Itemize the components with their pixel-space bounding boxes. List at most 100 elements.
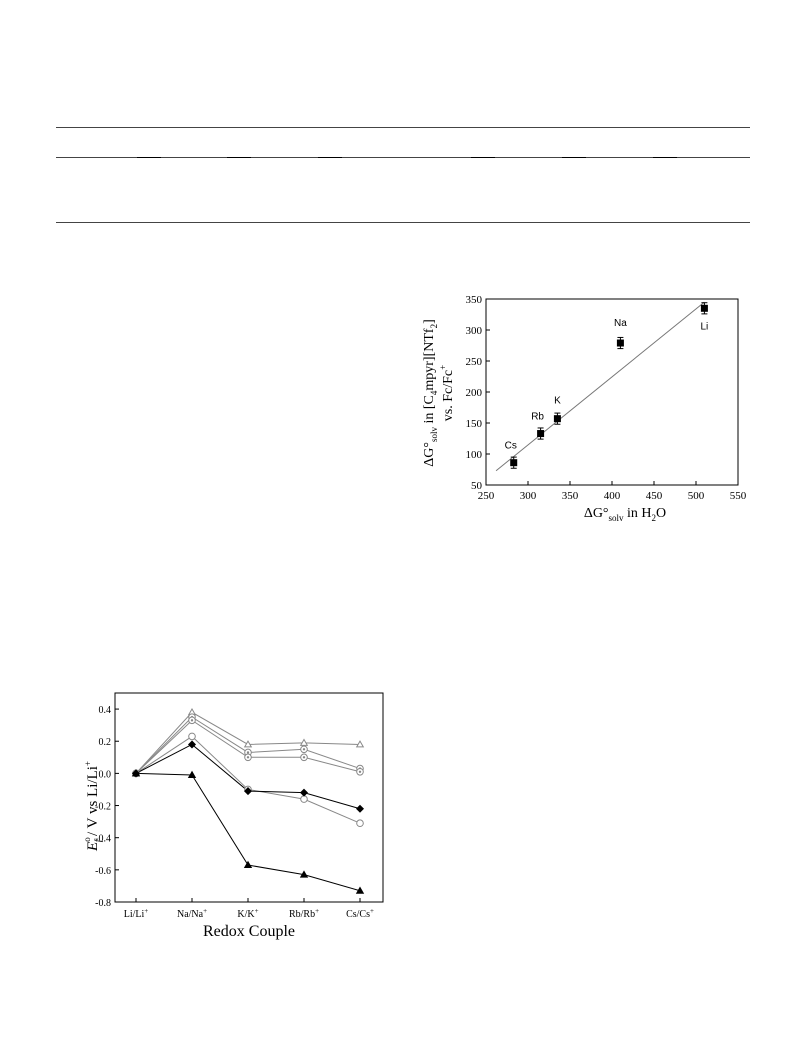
- line-series: [135, 772, 361, 892]
- line-x-axis-label: Redox Couple: [203, 923, 295, 940]
- scatter-x-tick-label: 500: [688, 490, 705, 502]
- line-marker: [299, 870, 309, 878]
- table-header-seg: [318, 157, 342, 158]
- scatter-point-label: K: [554, 396, 561, 407]
- scatter-point: [537, 430, 545, 438]
- scatter-x-tick-label: 350: [562, 490, 579, 502]
- line-series: [135, 719, 361, 774]
- scatter-point: [510, 459, 518, 467]
- line-marker-dot: [302, 748, 306, 751]
- line-y-tick-label: -0.2: [95, 802, 111, 813]
- line-marker-dot: [358, 767, 362, 770]
- line-marker: [299, 788, 309, 797]
- line-marker-dot: [190, 719, 194, 722]
- line-marker: [356, 764, 364, 773]
- line-marker: [355, 886, 365, 894]
- line-marker: [188, 713, 196, 721]
- line-marker: [131, 769, 141, 777]
- line-marker: [187, 707, 197, 716]
- line-marker: [356, 767, 364, 776]
- line-marker: [188, 716, 196, 725]
- scatter-y-axis-label-line1: ΔG°solv in [C4mpyr][NTf2]: [422, 319, 439, 467]
- line-marker: [300, 795, 308, 803]
- line-x-tick-label: K/K+: [237, 907, 258, 920]
- line-marker-dot: [302, 756, 306, 759]
- line-marker: [300, 745, 308, 754]
- line-series: [135, 716, 361, 774]
- scatter-y-tick-label: 300: [466, 325, 483, 337]
- line-y-tick-label: -0.4: [95, 834, 111, 845]
- line-marker: [244, 748, 252, 757]
- line-series: [135, 743, 361, 810]
- table-header-rule: [56, 157, 750, 158]
- table-header-seg: [227, 157, 251, 158]
- line-marker-dot: [246, 751, 250, 754]
- line-y-tick-label: 0.2: [99, 737, 112, 748]
- scatter-x-tick-label: 250: [478, 490, 495, 502]
- scatter-y-tick-label: 50: [471, 480, 483, 492]
- scatter-y-tick-label: 350: [466, 294, 483, 306]
- scatter-point-label: Na: [614, 318, 627, 329]
- line-marker: [355, 804, 365, 813]
- line-marker: [355, 740, 365, 748]
- scatter-y-tick-label: 100: [466, 449, 483, 461]
- line-marker-dot: [358, 770, 362, 773]
- line-marker: [243, 787, 253, 796]
- table-header-seg: [562, 157, 586, 158]
- table-header-seg: [653, 157, 677, 158]
- line-marker-dot: [246, 756, 250, 759]
- scatter-y-tick-label: 150: [466, 418, 483, 430]
- scatter-x-tick-label: 550: [730, 490, 747, 502]
- line-marker: [243, 740, 253, 748]
- line-marker-dot: [134, 772, 138, 775]
- scatter-point-label: Rb: [531, 412, 544, 423]
- line-y-axis-label: Eof / V vs Li/Li+: [82, 761, 103, 852]
- line-marker: [132, 769, 140, 778]
- table-header-seg: [137, 157, 161, 158]
- line-x-tick-label: Na/Na+: [177, 907, 207, 920]
- line-marker: [300, 753, 308, 762]
- line-marker: [132, 769, 140, 778]
- line-plot-frame: [114, 692, 384, 903]
- line-marker: [187, 740, 197, 749]
- scatter-x-axis-label: ΔG°solv in H2O: [584, 506, 666, 523]
- line-marker: [132, 769, 140, 778]
- line-marker: [244, 753, 252, 762]
- scatter-point-label: Cs: [505, 441, 517, 452]
- scatter-y-axis-label-line2: vs. Fc/Fc+: [438, 365, 456, 421]
- line-y-tick-label: 0.0: [99, 769, 112, 780]
- table-bottom-rule: [56, 222, 750, 223]
- line-marker: [188, 732, 196, 741]
- scatter-x-tick-label: 450: [646, 490, 663, 502]
- line-marker: [299, 738, 309, 746]
- scatter-y-tick-label: 200: [466, 387, 483, 399]
- scatter-plot-frame: [485, 298, 739, 486]
- line-y-tick-label: 0.4: [99, 705, 112, 716]
- line-y-tick-label: -0.8: [95, 898, 111, 909]
- line-x-tick-label: Li/Li+: [124, 907, 149, 920]
- line-x-tick-label: Rb/Rb+: [289, 907, 319, 920]
- line-marker: [187, 770, 197, 778]
- line-series: [135, 735, 361, 824]
- table-header-seg: [471, 157, 495, 158]
- line-marker-dot: [190, 715, 194, 719]
- line-series: [135, 711, 361, 774]
- table-top-rule: [56, 127, 750, 128]
- line-y-tick-label: -0.6: [95, 866, 111, 877]
- scatter-fit-line: [495, 301, 705, 472]
- line-marker: [243, 860, 253, 868]
- scatter-y-tick-label: 250: [466, 356, 483, 368]
- scatter-x-tick-label: 400: [604, 490, 621, 502]
- line-marker: [131, 769, 141, 778]
- scatter-point: [616, 339, 624, 347]
- line-x-tick-label: Cs/Cs+: [346, 907, 374, 920]
- scatter-point: [553, 415, 561, 423]
- line-marker: [244, 785, 252, 794]
- line-marker: [131, 769, 141, 777]
- line-marker: [356, 819, 364, 828]
- scatter-point: [700, 304, 708, 312]
- scatter-point-label: Li: [701, 321, 709, 332]
- scatter-x-tick-label: 300: [520, 490, 537, 502]
